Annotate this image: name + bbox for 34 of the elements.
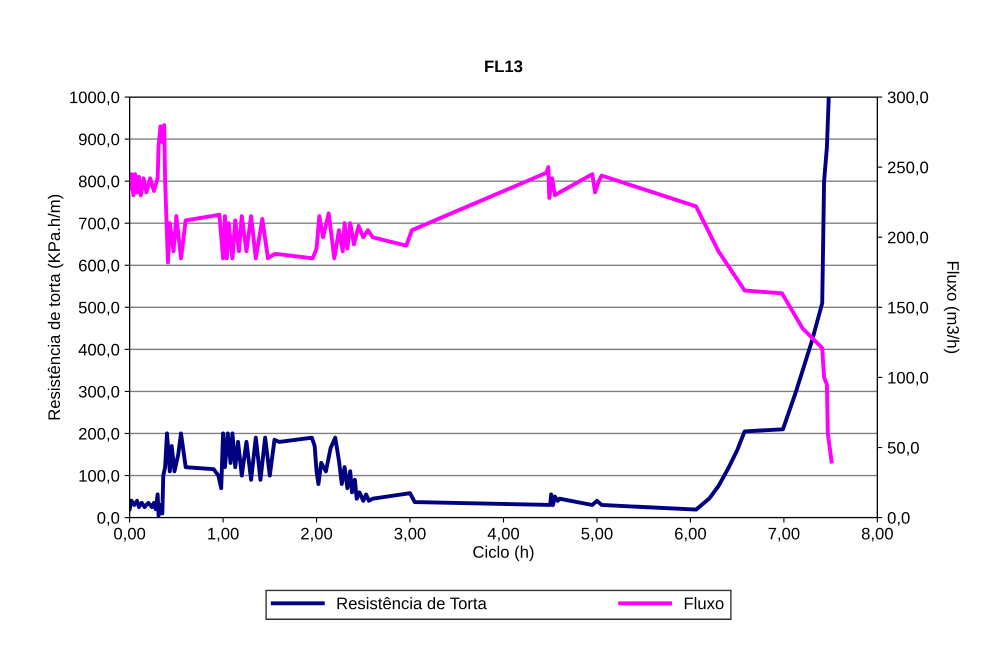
x-tick-label: 7,00 xyxy=(768,528,800,542)
x-tick-label: 2,00 xyxy=(301,528,332,542)
y2-tick-label: 0,0 xyxy=(888,512,910,526)
x-tick-label: 3,00 xyxy=(394,528,426,542)
y-tick-label: 300,0 xyxy=(78,386,120,400)
y-tick-label: 400,0 xyxy=(78,344,120,358)
chart-title: FL13 xyxy=(485,60,522,72)
x-tick-label: 6,00 xyxy=(675,528,706,542)
y-tick-label: 0,0 xyxy=(97,512,120,526)
y2-tick-label: 200,0 xyxy=(888,232,928,246)
x-tick-label: 4,00 xyxy=(488,528,520,542)
y-tick-label: 100,0 xyxy=(79,470,120,484)
x-axis-title: Ciclo (h) xyxy=(473,546,534,562)
x-tick-label: 1,00 xyxy=(208,528,239,542)
y-tick-label: 800,0 xyxy=(78,176,120,190)
y2-tick-label: 150,0 xyxy=(888,302,928,316)
legend-label: Resistência de Torta xyxy=(337,597,487,610)
line-series xyxy=(130,123,834,464)
y-tick-label: 600,0 xyxy=(79,260,120,274)
y2-axis-title: Fluxo (m3/h) xyxy=(944,262,960,354)
y-tick-label: 500,0 xyxy=(78,302,120,316)
legend-label: Fluxo xyxy=(684,597,724,610)
x-tick-label: 5,00 xyxy=(581,528,613,542)
y-tick-label: 1000,0 xyxy=(70,91,120,106)
y2-tick-label: 100,0 xyxy=(888,372,928,386)
y-tick-label: 200,0 xyxy=(79,428,120,442)
y-tick-label: 700,0 xyxy=(79,218,120,232)
x-tick-label: 0,00 xyxy=(114,528,146,542)
x-tick-label: 8,00 xyxy=(862,528,893,542)
y-tick-label: 900,0 xyxy=(78,134,120,148)
y2-tick-label: 50,0 xyxy=(888,442,919,456)
y2-tick-label: 250,0 xyxy=(888,162,928,176)
y2-tick-label: 300,0 xyxy=(888,91,928,106)
y-axis-title: Resistência de torta (KPa.h/m) xyxy=(48,194,64,420)
